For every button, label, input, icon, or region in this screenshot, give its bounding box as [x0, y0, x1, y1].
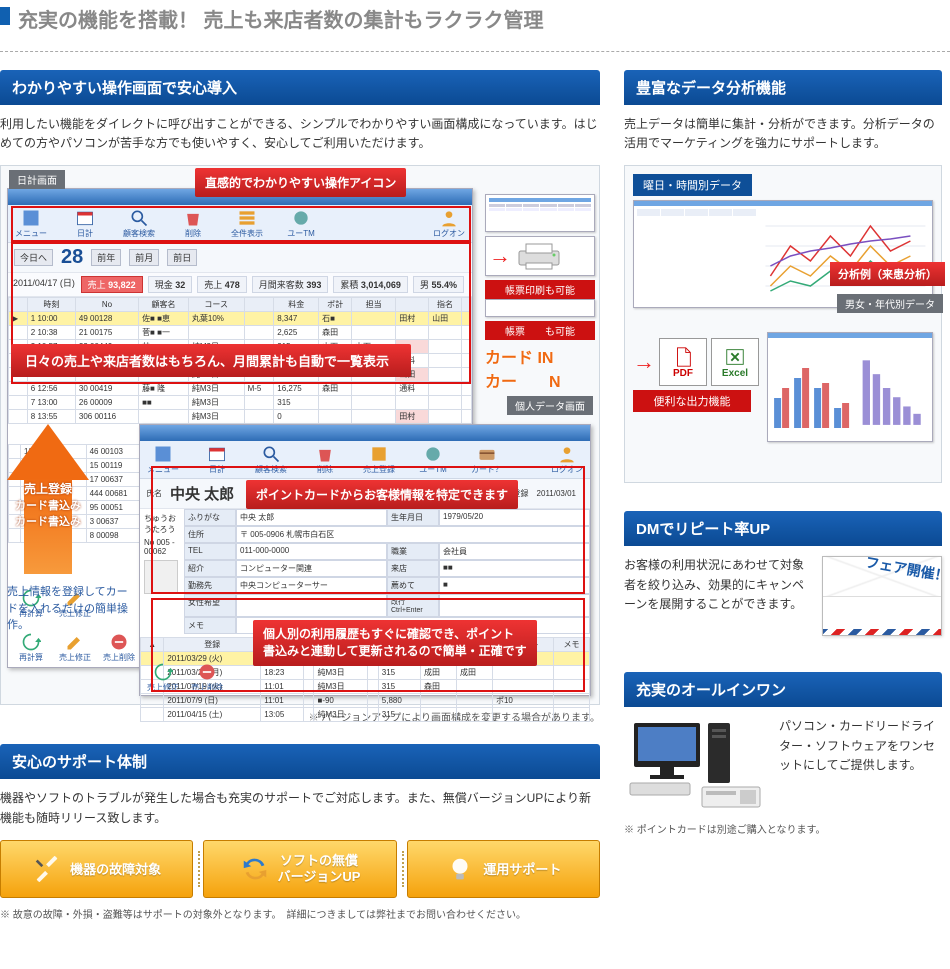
chart-demo: [767, 332, 933, 442]
page-title: 充実の機能を搭載！ 売上も来店者数の集計もラクラク管理: [0, 0, 950, 43]
callout-history: 個人別の利用履歴もすぐに確認でき、ポイント 書込みと連動して更新されるので簡単・…: [253, 620, 537, 666]
arrow-right-icon: →: [489, 249, 511, 263]
tag-time: 曜日・時間別データ: [633, 174, 752, 196]
sec4-desc: 機器やソフトのトラブルが発生した場合も充実のサポートでご対応します。また、無償バ…: [0, 789, 600, 827]
sec5-head: 充実のオールインワン: [624, 672, 942, 707]
mini-printer: →: [485, 236, 595, 276]
sec5-foot: ※ ポイントカードは別途ご購入となります。: [624, 821, 942, 836]
cap-print: 帳票印刷も可能: [485, 280, 595, 299]
hero-composite: メニュー 日計 顧客検索 削除 全件表示 ユーTM ログオン 今日へ 28 前年…: [0, 165, 600, 705]
cardin-text: カード IN: [485, 344, 595, 368]
pdf-excel: → PDF Excel: [633, 338, 759, 386]
divider: [0, 51, 950, 52]
del-icon[interactable]: 売上削除: [100, 632, 138, 663]
frame-toolbar: [11, 206, 471, 242]
bulb-icon: [445, 854, 475, 884]
sec3-desc: お客様の利用状況にあわせて対象者を絞り込み、効果的にキャンペーンを展開することが…: [624, 556, 810, 636]
gold-btn-3[interactable]: 運用サポート: [407, 840, 600, 898]
tag-demo: 男女・年代別データ: [837, 294, 943, 313]
callout-icons: 直感的でわかりやすい操作アイコン: [195, 168, 406, 197]
sec4-foot: ※ 故意の故障・外損・盗難等はサポートの対象外となります。 詳細につきましては弊…: [0, 906, 600, 921]
aio-image: [624, 717, 769, 813]
excel-icon: Excel: [711, 338, 759, 386]
refresh-icon: [240, 854, 270, 884]
callout-point: ポイントカードからお客様情報を特定できます: [246, 480, 518, 509]
sec2-desc: 売上データは簡単に集計・分析ができます。分析データの活用でマーケティングを強力に…: [624, 115, 942, 153]
tag-profile: 個人データ画面: [507, 396, 593, 415]
chart-time: [633, 200, 933, 308]
edit-icon[interactable]: 売上修正: [56, 632, 94, 663]
callout-analysis: 分析例（来患分析）: [830, 262, 945, 286]
sec1-head: わかりやすい操作画面で安心導入: [0, 70, 600, 105]
mini-2: [485, 299, 595, 317]
sec2-head: 豊富なデータ分析機能: [624, 70, 942, 105]
pdf-icon: PDF: [659, 338, 707, 386]
out-cap: 便利な出力機能: [633, 390, 751, 412]
gold-btn-2[interactable]: ソフトの無償バージョンUP: [203, 840, 396, 898]
mini-sheet: [485, 194, 595, 232]
tag-daily: 日計画面: [9, 170, 65, 189]
sec4-head: 安心のサポート体制: [0, 744, 600, 779]
cap-print2: 帳票 も可能: [485, 321, 595, 340]
analysis-box: 曜日・時間別データ: [624, 165, 942, 483]
callout-summary: 日々の売上や来店者数はもちろん、月間累計も自動で一覧表示: [11, 344, 411, 377]
sec5-desc: パソコン・カードリードライター・ソフトウェアをワンセットにしてご提供します。: [779, 717, 942, 801]
arrow-note: 売上情報を登録してカードを入れるだけの簡単操作。: [7, 584, 137, 634]
support-buttons: 機器の故障対象 ソフトの無償バージョンUP 運用サポート: [0, 840, 600, 898]
cardout-text: カー N: [485, 368, 595, 392]
wrench-icon: [32, 854, 62, 884]
gold-btn-1[interactable]: 機器の故障対象: [0, 840, 193, 898]
sec1-desc: 利用したい機能をダイレクトに呼び出すことができる、シンプルでわかりやすい画面構成…: [0, 115, 600, 153]
envelope-icon: フェア開催！: [822, 556, 942, 636]
recalc-icon[interactable]: 再計算: [12, 632, 50, 663]
arrow-right2-icon: →: [633, 355, 655, 369]
side-panels: → 帳票印刷も可能 帳票 も可能 カード IN カー N: [485, 194, 595, 392]
up-arrow: 売上登録 カード書込み カード書込み: [7, 424, 89, 574]
sec3-head: DMでリピート率UP: [624, 511, 942, 546]
